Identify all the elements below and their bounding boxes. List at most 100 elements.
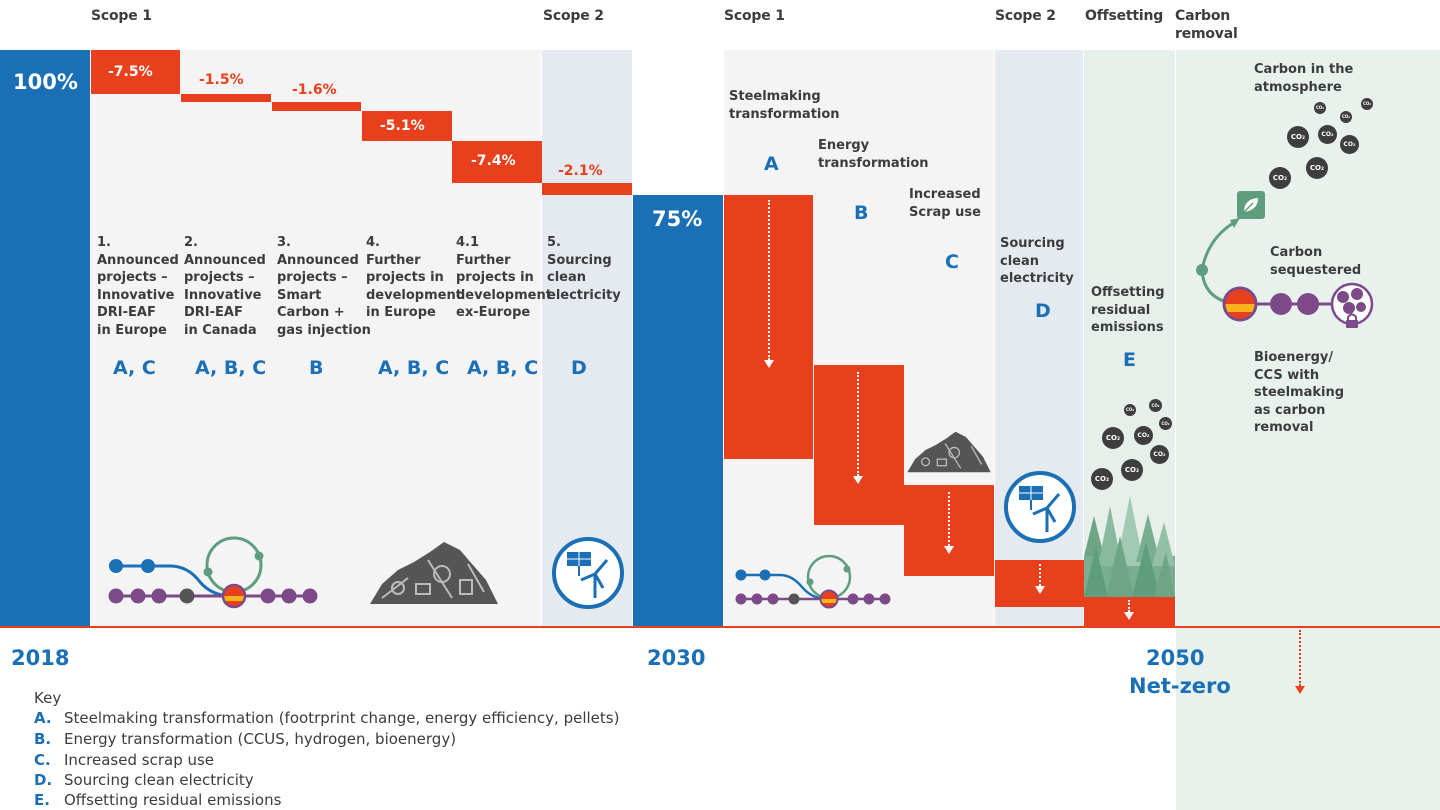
step5-bar <box>452 141 542 183</box>
lever-c-arrowhead <box>944 546 954 554</box>
lever-e-label: Offsetting residual emissions <box>1091 285 1165 335</box>
solar-wind-icon <box>552 537 624 609</box>
solar-wind-icon <box>1004 471 1076 543</box>
lever-b-bar <box>814 365 904 525</box>
step2-bar <box>181 94 271 102</box>
co2-bubble: CO₂ <box>1149 399 1162 412</box>
target-2030-pct: 75% <box>652 207 703 231</box>
key-title: Key <box>34 689 62 707</box>
timeline-axis <box>0 626 1440 628</box>
scope2-left-header: Scope 2 <box>543 8 604 24</box>
net-zero-label: Net-zero <box>1129 674 1231 698</box>
step5-description: 4.1 Further projects in development ex-Europ… <box>456 235 552 320</box>
year-2018: 2018 <box>11 646 70 670</box>
lever-d-arrow <box>1039 564 1041 586</box>
scrap-pile-icon <box>907 431 991 473</box>
co2-bubble: CO₂ <box>1269 167 1291 189</box>
co2-bubble: CO₂ <box>1102 427 1124 449</box>
scope1-right-header: Scope 1 <box>724 8 785 24</box>
year-2030: 2030 <box>647 646 706 670</box>
co2-bubble: CO₂ <box>1361 98 1373 110</box>
lever-a-arrow <box>768 200 770 360</box>
key-item-d: D. Sourcing clean electricity <box>34 771 254 789</box>
step6-levers: D <box>571 357 587 379</box>
scope2-left-panel <box>542 50 632 627</box>
lever-d-arrowhead <box>1035 586 1045 594</box>
lever-c-arrow <box>948 492 950 546</box>
lever-b-label: Energy transformation <box>818 138 929 171</box>
key-item-c: C. Increased scrap use <box>34 751 215 769</box>
co2-bubble: CO₂ <box>1340 111 1352 123</box>
key-item-e: E. Offsetting residual emissions <box>34 791 282 809</box>
lever-a-arrowhead <box>764 360 774 368</box>
target-2030-bar <box>633 195 723 627</box>
step5-pct: -7.4% <box>471 153 516 169</box>
co2-bubble: CO₂ <box>1091 468 1113 490</box>
carbon-removal-header-line2: removal <box>1175 26 1238 42</box>
key-item-a: A. Steelmaking transformation (footrprint… <box>34 709 620 727</box>
co2-bubble: CO₂ <box>1314 102 1326 114</box>
step2-levers: A, B, C <box>195 357 267 379</box>
scrap-pile-icon <box>370 542 498 604</box>
step3-bar <box>272 102 361 111</box>
step1-description: 1. Announced projects – Innovative DRI-EAF in… <box>97 235 179 338</box>
lever-a-label: Steelmaking transformation <box>729 89 840 122</box>
step3-pct: -1.6% <box>292 82 337 98</box>
carbon-removal-arrow <box>1299 630 1301 686</box>
baseline-2018-bar <box>0 50 90 627</box>
leaf-icon <box>1237 191 1265 219</box>
step4-description: 4. Further projects in development in Europe <box>366 235 462 320</box>
carbon-sequestered-label: Carbon sequestered <box>1270 245 1362 278</box>
co2-bubble: CO₂ <box>1287 126 1309 148</box>
co2-bubble: CO₂ <box>1159 417 1172 430</box>
step1-pct: -7.5% <box>108 64 153 80</box>
step1-levers: A, C <box>113 357 156 379</box>
step5-levers: A, B, C <box>467 357 539 379</box>
lever-b-arrowhead <box>853 476 863 484</box>
carbon-removal-arrowhead <box>1295 686 1305 694</box>
step1-bar <box>91 50 180 94</box>
rail-network-icon <box>108 536 318 609</box>
lever-d-label: Sourcing clean electricity <box>1000 236 1074 286</box>
lever-a-letter: A <box>764 153 779 175</box>
scope1-left-header: Scope 1 <box>91 8 152 24</box>
carbon-removal-panel <box>1176 50 1440 810</box>
bioenergy-ccs-label: Bioenergy/CCS with steelmaking as carbon re… <box>1254 350 1345 435</box>
lever-b-arrow <box>857 372 859 476</box>
co2-bubble: CO₂ <box>1318 125 1337 144</box>
forest-icon <box>1084 496 1175 597</box>
lever-c-letter: C <box>945 251 959 273</box>
lever-e-arrow <box>1128 600 1130 612</box>
co2-bubble: CO₂ <box>1340 135 1359 154</box>
co2-bubble: CO₂ <box>1124 404 1136 416</box>
step4-levers: A, B, C <box>378 357 450 379</box>
lever-e-letter: E <box>1123 349 1136 371</box>
step4-pct: -5.1% <box>380 118 425 134</box>
step6-description: 5. Sourcing clean electricity <box>547 235 621 303</box>
lock-icon <box>1346 313 1358 328</box>
rail-network-icon <box>735 554 891 609</box>
carbon-atmosphere-label: Carbon in the atmosphere <box>1254 62 1354 95</box>
baseline-2018-pct: 100% <box>13 70 78 94</box>
step6-pct: -2.1% <box>558 163 603 179</box>
carbon-removal-header-line1: Carbon <box>1175 8 1231 24</box>
step2-description: 2. Announced projects – Innovative DRI-EAF in… <box>184 235 266 338</box>
scope2-right-header: Scope 2 <box>995 8 1056 24</box>
step2-pct: -1.5% <box>199 72 244 88</box>
step4-bar <box>362 111 452 141</box>
lever-e-arrowhead <box>1124 612 1134 620</box>
co2-bubble: CO₂ <box>1121 459 1143 481</box>
step6-bar <box>542 183 632 195</box>
co2-bubble: CO₂ <box>1306 157 1328 179</box>
lever-c-label: Increased Scrap use <box>909 187 981 220</box>
step3-levers: B <box>309 357 324 379</box>
step3-description: 3. Announced projects – Smart Carbon + gas in… <box>277 235 371 338</box>
year-2050: 2050 <box>1146 646 1205 670</box>
co2-bubble: CO₂ <box>1150 445 1169 464</box>
key-item-b: B. Energy transformation (CCUS, hydrogen,… <box>34 730 457 748</box>
offsetting-header: Offsetting <box>1085 8 1164 24</box>
carbon-capture-flow-icon <box>1196 218 1374 326</box>
lever-b-letter: B <box>854 202 869 224</box>
lever-d-letter: D <box>1035 300 1051 322</box>
co2-bubble: CO₂ <box>1134 426 1153 445</box>
